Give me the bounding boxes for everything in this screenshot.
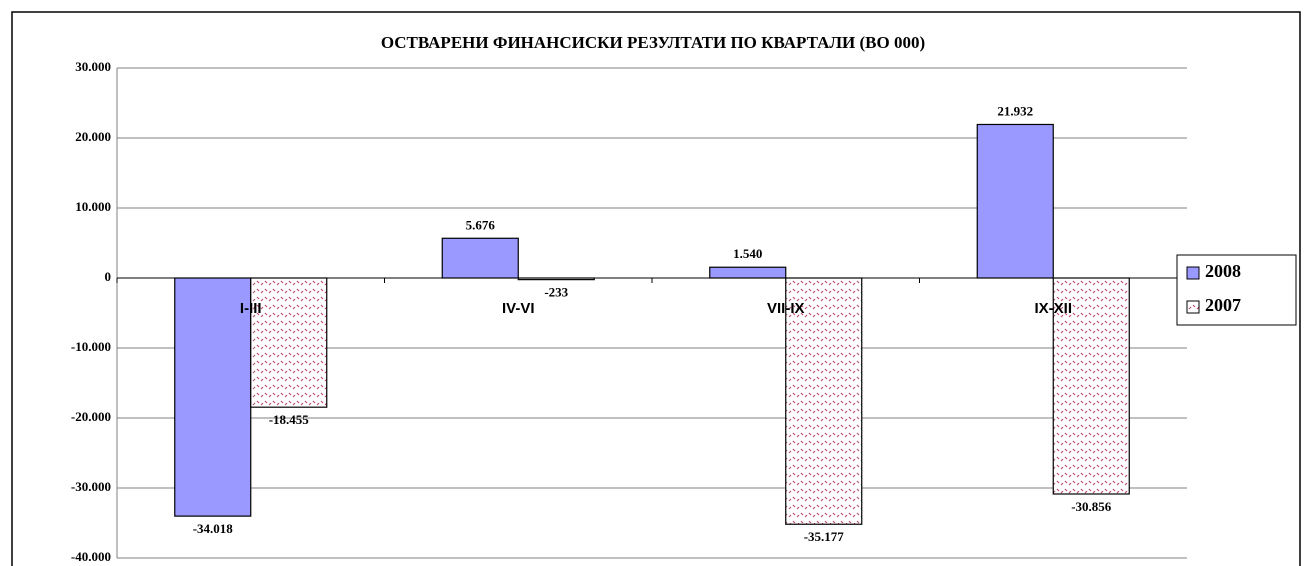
data-label: 5.676 [466, 217, 496, 232]
data-label: 21.932 [997, 103, 1033, 118]
data-label: -34.018 [193, 521, 234, 536]
bar [976, 123, 1054, 279]
y-tick-label: 10.000 [75, 199, 111, 214]
bar [441, 237, 519, 279]
x-tick-label: IV-VI [502, 300, 535, 317]
y-tick-label: 0 [105, 269, 112, 284]
y-tick-label: 20.000 [75, 129, 111, 144]
bar [1052, 277, 1130, 495]
data-label: 1.540 [733, 246, 762, 261]
x-tick-label: IX-XII [1034, 300, 1072, 317]
legend-label: 2007 [1205, 295, 1241, 315]
data-label: -233 [544, 285, 568, 300]
y-tick-label: -30.000 [71, 479, 111, 494]
bar [174, 277, 252, 517]
x-tick-label: VII-IX [767, 300, 805, 317]
y-tick-label: -10.000 [71, 339, 111, 354]
bar [785, 277, 863, 525]
legend-swatch [1186, 266, 1200, 280]
data-label: -18.455 [269, 412, 310, 427]
data-label: -35.177 [804, 529, 845, 544]
y-tick-label: 30.000 [75, 59, 111, 74]
bar [709, 266, 787, 279]
bar [250, 277, 328, 408]
legend-label: 2008 [1205, 261, 1241, 281]
data-label: -30.856 [1071, 499, 1112, 514]
chart-title: ОСТВАРЕНИ ФИНАНСИСКИ РЕЗУЛТАТИ ПО КВАРТА… [381, 33, 925, 52]
y-tick-label: -20.000 [71, 409, 111, 424]
x-tick-label: I-III [240, 300, 262, 317]
bar [517, 277, 595, 281]
y-tick-label: -40.000 [71, 549, 111, 564]
legend-swatch [1186, 300, 1200, 314]
